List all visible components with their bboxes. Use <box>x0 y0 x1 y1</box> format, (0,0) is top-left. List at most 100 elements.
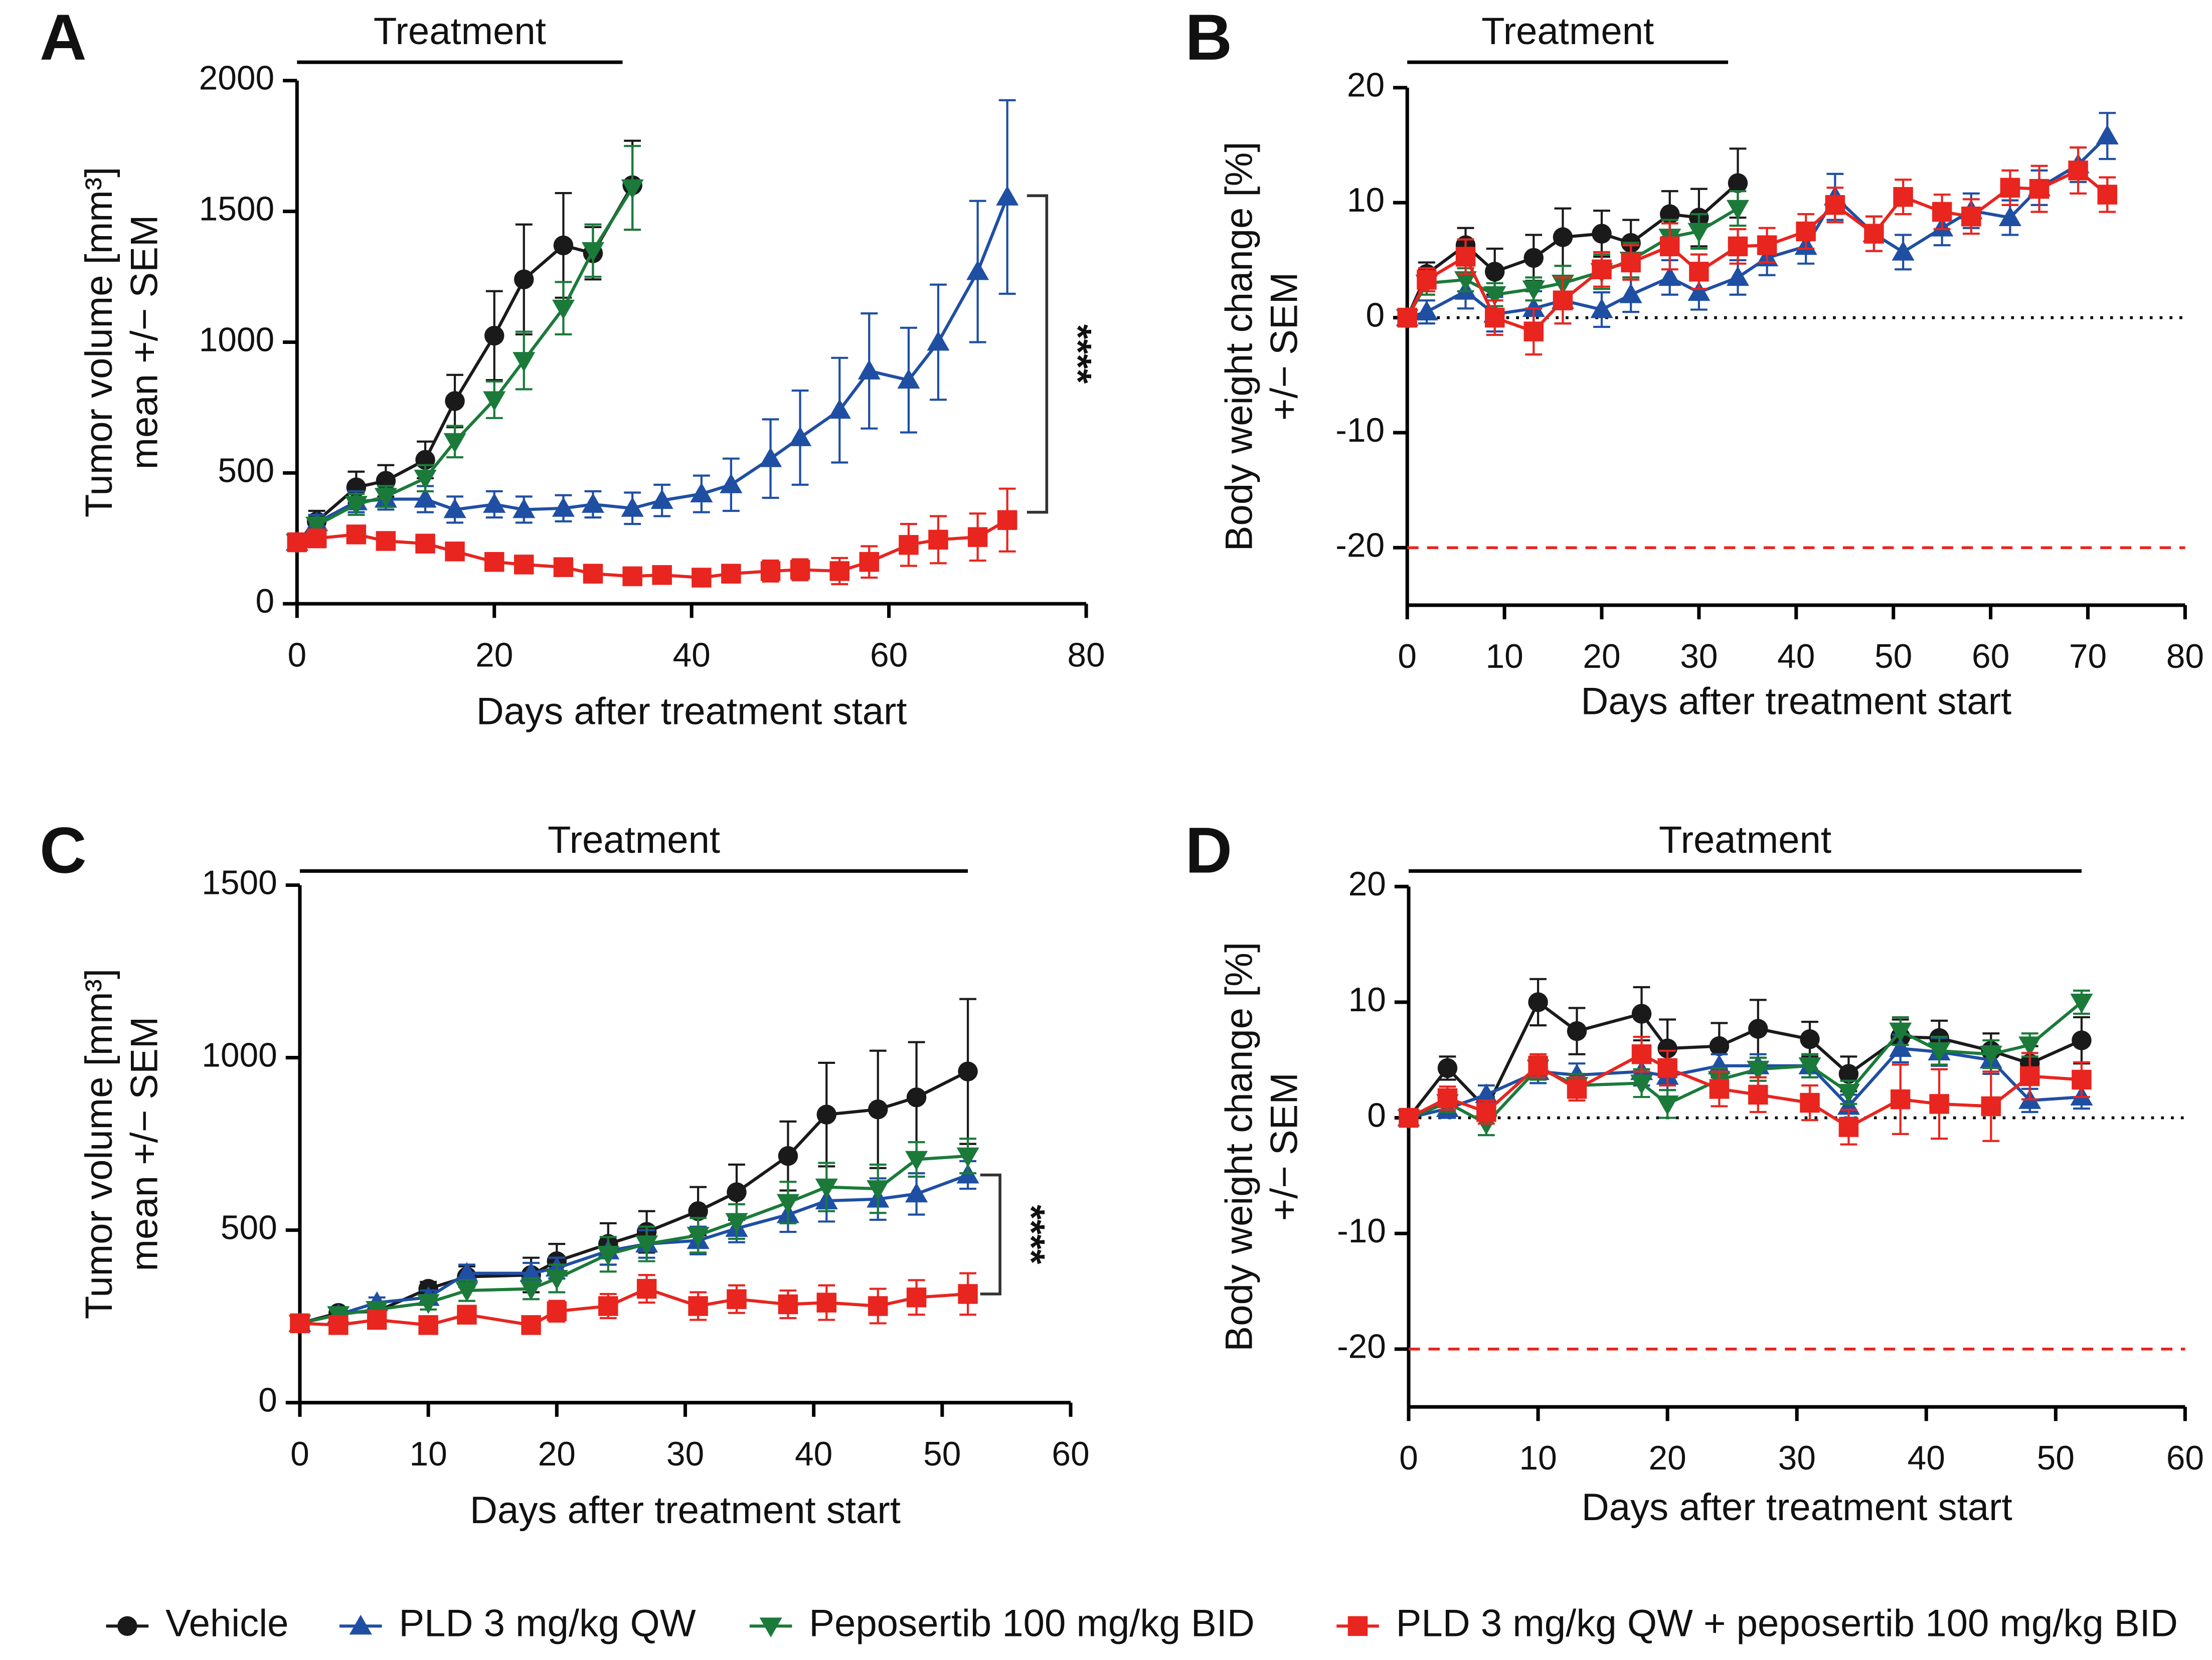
marker <box>759 1617 782 1637</box>
marker <box>418 1315 438 1335</box>
marker <box>1631 1044 1652 1064</box>
y-tick-label: 500 <box>218 452 274 489</box>
marker <box>1567 1021 1587 1041</box>
marker <box>759 447 782 467</box>
marker <box>1889 1022 1912 1043</box>
marker <box>688 1296 708 1316</box>
marker <box>346 524 367 544</box>
marker <box>1347 1616 1368 1636</box>
marker <box>457 1305 477 1325</box>
marker <box>778 1146 798 1166</box>
marker <box>2029 178 2050 199</box>
marker <box>687 1227 710 1247</box>
series-line <box>1408 1046 2082 1120</box>
marker <box>690 482 713 503</box>
marker <box>1553 290 1573 310</box>
marker <box>484 552 504 572</box>
x-tick-label: 10 <box>1485 638 1523 675</box>
treatment-label: Treatment <box>1481 10 1654 53</box>
x-tick-label: 20 <box>1649 1439 1686 1477</box>
marker <box>621 179 644 200</box>
marker <box>905 1151 928 1171</box>
marker <box>636 1278 657 1299</box>
series-line <box>1406 168 2109 333</box>
marker <box>927 330 950 351</box>
marker <box>597 1245 620 1266</box>
marker <box>721 564 741 584</box>
panel-letter: D <box>1185 815 1232 887</box>
panel: D -20 -10 0 10 20 0 10 20 30 40 50 60 Days after trea… <box>1185 815 2204 1529</box>
marker <box>306 528 327 548</box>
marker <box>2097 185 2117 205</box>
marker <box>2070 994 2093 1014</box>
marker <box>514 269 534 290</box>
marker <box>905 1182 928 1203</box>
x-tick-label: 0 <box>1399 1439 1418 1477</box>
marker <box>443 498 466 518</box>
marker <box>727 1289 747 1310</box>
marker <box>1726 200 1750 220</box>
series-line <box>296 518 1008 580</box>
panel: B -20 -10 0 10 20 0 10 20 30 40 50 60 70 80 Days after … <box>1185 2 2204 723</box>
y-tick-label: -20 <box>1337 1328 1386 1366</box>
marker <box>1932 202 1952 222</box>
marker <box>859 552 879 572</box>
marker <box>928 529 948 550</box>
marker <box>552 497 575 517</box>
legend-label: PLD 3 mg/kg QW + peposertib 100 mg/kg BI… <box>1396 1602 2178 1644</box>
marker <box>445 541 465 562</box>
series-line <box>299 1287 968 1327</box>
marker <box>1659 236 1680 257</box>
marker <box>1748 1084 1768 1105</box>
x-tick-label: 40 <box>1777 638 1815 675</box>
marker <box>790 560 810 580</box>
marker <box>513 352 536 372</box>
marker <box>2096 124 2119 145</box>
marker <box>1889 1037 1912 1057</box>
marker <box>828 399 851 419</box>
marker <box>2000 177 2020 198</box>
marker <box>1864 224 1884 244</box>
marker <box>1454 271 1477 291</box>
panel-letter: B <box>1185 2 1232 74</box>
marker <box>583 564 603 584</box>
marker <box>2019 1066 2040 1086</box>
x-tick-label: 50 <box>1875 638 1912 675</box>
panel-letter: C <box>40 815 87 887</box>
marker <box>345 496 368 516</box>
y-axis-label: Body weight change [%] <box>1218 142 1260 551</box>
x-tick-label: 50 <box>2037 1439 2075 1477</box>
x-tick-label: 30 <box>666 1435 704 1473</box>
y-tick-label: 10 <box>1347 181 1385 219</box>
marker <box>1592 224 1612 244</box>
marker <box>513 498 536 518</box>
marker <box>1528 1056 1548 1076</box>
x-tick-label: 40 <box>673 636 711 674</box>
significance-label: **** <box>1009 1205 1052 1264</box>
marker <box>996 186 1019 206</box>
x-tick-label: 70 <box>2069 638 2107 675</box>
marker <box>635 1235 658 1255</box>
x-tick-label: 30 <box>1778 1439 1816 1477</box>
marker <box>455 1282 478 1302</box>
marker <box>1522 280 1545 300</box>
marker <box>816 1293 837 1313</box>
y-tick-label: 0 <box>258 1382 277 1419</box>
marker <box>776 1194 799 1214</box>
marker <box>652 565 672 585</box>
marker <box>778 1294 798 1315</box>
x-tick-label: 10 <box>409 1435 447 1473</box>
marker <box>1397 307 1417 328</box>
marker <box>1838 1117 1859 1137</box>
marker <box>1928 1042 1951 1062</box>
marker <box>858 359 881 380</box>
marker <box>1708 1054 1731 1074</box>
marker <box>760 561 781 581</box>
marker <box>553 235 574 256</box>
y-tick-label: -10 <box>1337 1212 1386 1250</box>
marker <box>598 1296 618 1316</box>
panel: C 0 500 1000 1500 0 10 20 30 40 50 60 Days after tre… <box>40 815 1090 1532</box>
marker <box>520 1280 543 1301</box>
x-tick-label: 0 <box>1398 638 1417 675</box>
y-axis-label: +/− SEM <box>1263 1072 1306 1221</box>
